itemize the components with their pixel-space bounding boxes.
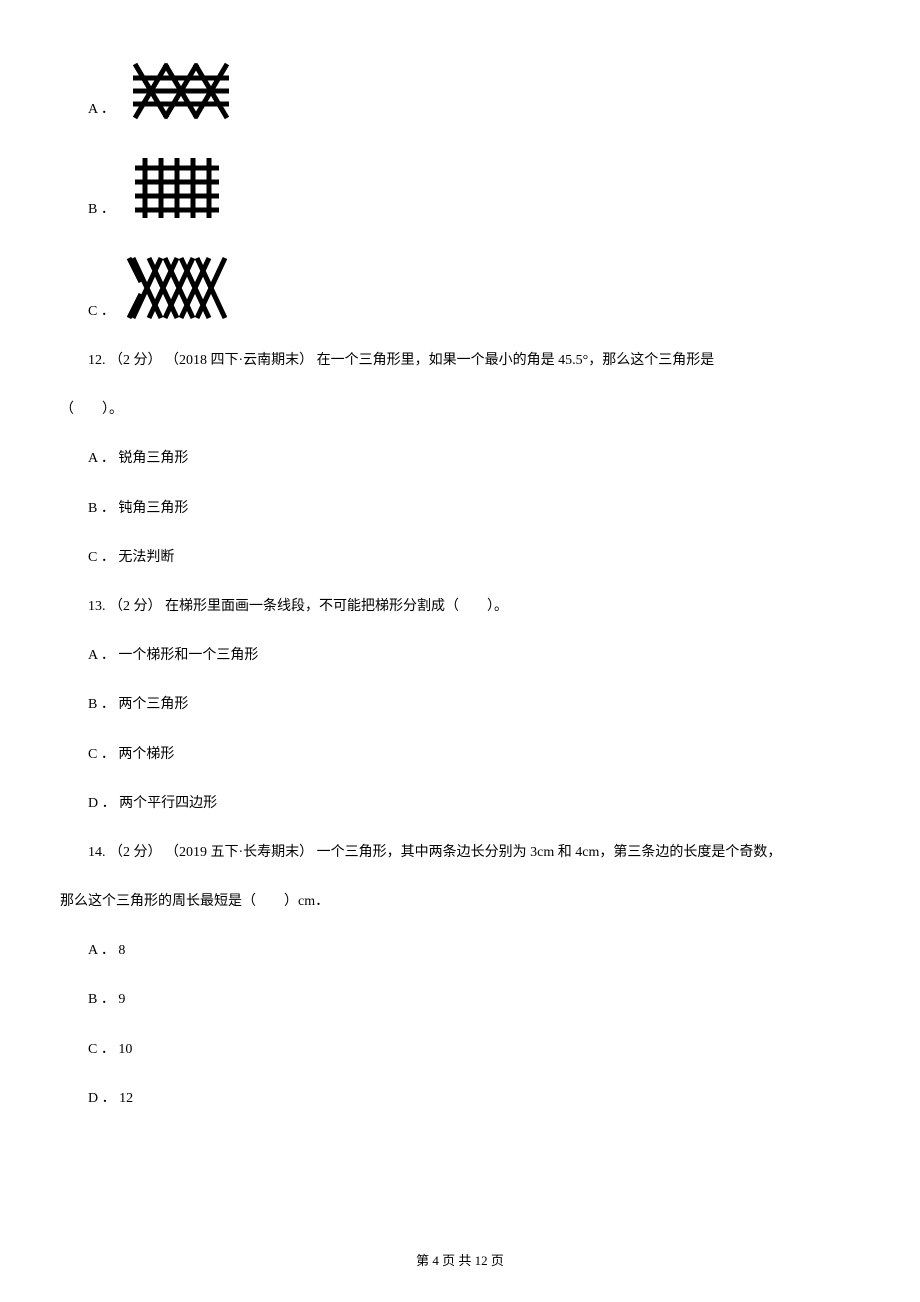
question-points: （2 分） (109, 599, 162, 614)
option-label: A ． (88, 648, 115, 663)
option-label: C ． (88, 550, 115, 565)
page-footer: 第 4 页 共 12 页 (0, 1249, 920, 1272)
q13-option-a: A ． 一个梯形和一个三角形 (60, 643, 860, 668)
option-text: 8 (118, 943, 125, 958)
question-number: 14. (88, 845, 106, 860)
question-body: 一个三角形，其中两条边长分别为 3cm 和 4cm，第三条边的长度是个奇数， (317, 845, 782, 860)
question-source: （2018 四下·云南期末） (165, 353, 313, 368)
q14-option-c: C ． 10 (60, 1037, 860, 1062)
option-text: 9 (118, 992, 125, 1007)
q14-option-d: D ． 12 (60, 1086, 860, 1111)
option-label: C ． (88, 1042, 115, 1057)
option-text: 钝角三角形 (118, 501, 188, 516)
option-text: 一个梯形和一个三角形 (118, 648, 258, 663)
q14-option-b: B ． 9 (60, 987, 860, 1012)
q12-option-a: A ． 锐角三角形 (60, 446, 860, 471)
option-label: B ． (88, 697, 115, 712)
option-text: 锐角三角形 (118, 451, 188, 466)
q12-text: 12. （2 分） （2018 四下·云南期末） 在一个三角形里，如果一个最小的… (60, 348, 860, 373)
q11-option-a: A ． (60, 60, 860, 122)
q11-option-c: C ． (60, 252, 860, 324)
option-text: 两个三角形 (118, 697, 188, 712)
option-text: 无法判断 (118, 550, 174, 565)
option-label: B ． (88, 197, 115, 222)
option-text: 10 (118, 1042, 132, 1057)
question-source: （2019 五下·长寿期末） (165, 845, 313, 860)
question-number: 13. (88, 599, 106, 614)
q14-option-a: A ． 8 (60, 938, 860, 963)
grid-image (127, 152, 227, 222)
option-label: A ． (88, 943, 115, 958)
option-text: 两个梯形 (118, 747, 174, 762)
q13-option-c: C ． 两个梯形 (60, 742, 860, 767)
q11-option-b: B ． (60, 152, 860, 222)
diamonds-image (127, 252, 227, 324)
question-points: （2 分） (109, 353, 162, 368)
question-points: （2 分） (109, 845, 162, 860)
q14-text: 14. （2 分） （2019 五下·长寿期末） 一个三角形，其中两条边长分别为… (60, 840, 860, 865)
q13-option-d: D ． 两个平行四边形 (60, 791, 860, 816)
question-body: 在一个三角形里，如果一个最小的角是 45.5°，那么这个三角形是 (317, 353, 715, 368)
option-label: A ． (88, 97, 115, 122)
option-label: D ． (88, 796, 116, 811)
option-label: C ． (88, 299, 115, 324)
crosshatch-image (127, 60, 235, 122)
q12-option-b: B ． 钝角三角形 (60, 496, 860, 521)
option-label: D ． (88, 1091, 116, 1106)
option-label: B ． (88, 992, 115, 1007)
q14-continue: 那么这个三角形的周长最短是（ ）cm． (60, 889, 860, 914)
option-text: 12 (119, 1091, 133, 1106)
q13-text: 13. （2 分） 在梯形里面画一条线段，不可能把梯形分割成（ ）。 (60, 594, 860, 619)
q12-continue: （ ）。 (60, 397, 860, 422)
option-label: C ． (88, 747, 115, 762)
question-number: 12. (88, 353, 106, 368)
option-label: A ． (88, 451, 115, 466)
q12-option-c: C ． 无法判断 (60, 545, 860, 570)
question-body: 在梯形里面画一条线段，不可能把梯形分割成（ ）。 (165, 599, 508, 614)
option-label: B ． (88, 501, 115, 516)
q13-option-b: B ． 两个三角形 (60, 692, 860, 717)
option-text: 两个平行四边形 (119, 796, 217, 811)
